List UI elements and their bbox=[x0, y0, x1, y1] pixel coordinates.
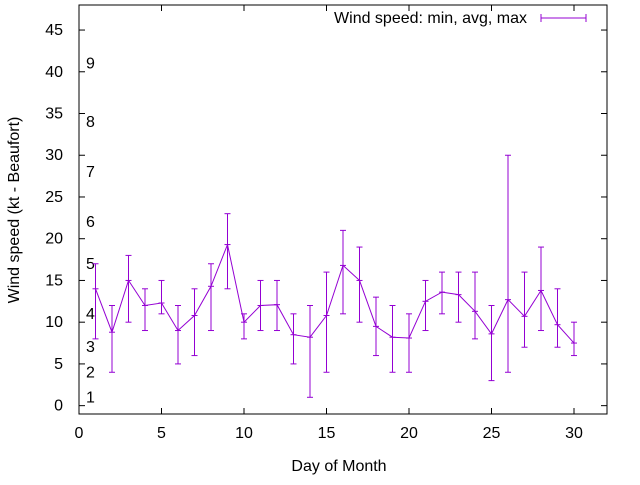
x-axis-label: Day of Month bbox=[291, 458, 386, 475]
y-tick-label: 0 bbox=[54, 398, 63, 415]
error-bar bbox=[208, 263, 214, 332]
error-bar bbox=[274, 279, 280, 332]
error-bar bbox=[505, 154, 511, 373]
beaufort-label: 8 bbox=[86, 114, 95, 131]
plot-frame bbox=[78, 4, 608, 415]
error-bar bbox=[307, 304, 313, 398]
x-tick-label: 20 bbox=[400, 425, 418, 442]
error-bar bbox=[488, 304, 495, 382]
beaufort-label: 6 bbox=[86, 214, 95, 231]
y-tick-label: 5 bbox=[54, 356, 63, 373]
error-bar bbox=[323, 271, 330, 373]
error-bar bbox=[175, 304, 181, 365]
beaufort-label: 7 bbox=[86, 164, 95, 181]
x-tick-label: 30 bbox=[565, 425, 583, 442]
y-axis-label: Wind speed (kt - Beaufort) bbox=[6, 117, 23, 304]
x-tick-label: 5 bbox=[157, 425, 166, 442]
beaufort-label: 2 bbox=[86, 364, 95, 381]
error-bar bbox=[439, 271, 445, 315]
y-tick-label: 10 bbox=[45, 314, 63, 331]
error-bar bbox=[389, 304, 396, 373]
beaufort-label: 4 bbox=[86, 306, 95, 323]
error-bar bbox=[538, 246, 544, 332]
error-bar bbox=[521, 271, 528, 348]
beaufort-scale-labels: 1 2 3 4 5 6 7 8 9 bbox=[86, 55, 95, 406]
error-bar bbox=[554, 288, 561, 348]
series-line-avg bbox=[95, 242, 575, 344]
beaufort-label: 5 bbox=[86, 256, 95, 273]
beaufort-label: 3 bbox=[86, 339, 95, 356]
error-bar bbox=[109, 304, 115, 373]
beaufort-label: 9 bbox=[86, 55, 95, 72]
error-bar bbox=[125, 254, 132, 323]
y-tick-label: 40 bbox=[45, 64, 63, 81]
y-tick-label: 20 bbox=[45, 231, 63, 248]
x-tick-label: 0 bbox=[75, 425, 84, 442]
error-bar bbox=[224, 213, 231, 290]
y-tick-label: 15 bbox=[45, 272, 63, 289]
plot-area bbox=[92, 154, 577, 398]
error-bar bbox=[422, 279, 429, 332]
error-bar bbox=[455, 271, 462, 323]
legend: Wind speed: min, avg, max bbox=[334, 10, 587, 27]
error-bar bbox=[257, 279, 264, 332]
x-tick-label: 25 bbox=[483, 425, 501, 442]
x-tick-label: 15 bbox=[318, 425, 336, 442]
error-bar bbox=[406, 313, 412, 373]
error-bar bbox=[142, 288, 148, 332]
error-bar bbox=[571, 321, 577, 357]
x-tick-label: 10 bbox=[235, 425, 253, 442]
y-tick-label: 25 bbox=[45, 189, 63, 206]
error-bar bbox=[158, 279, 165, 315]
error-bar bbox=[356, 246, 363, 323]
error-bar bbox=[92, 263, 99, 340]
y-tick-label: 45 bbox=[45, 22, 63, 39]
error-bar bbox=[373, 296, 379, 357]
error-bar bbox=[472, 271, 478, 340]
beaufort-label: 1 bbox=[86, 389, 95, 406]
y-tick-label: 35 bbox=[45, 106, 63, 123]
error-bar bbox=[340, 229, 346, 315]
error-bar bbox=[290, 313, 297, 365]
error-bar bbox=[191, 288, 198, 357]
y-tick-label: 30 bbox=[45, 147, 63, 164]
error-bar bbox=[241, 313, 247, 340]
legend-label: Wind speed: min, avg, max bbox=[334, 10, 527, 27]
x-axis: 0 5 10 15 20 25 30 bbox=[75, 5, 583, 442]
